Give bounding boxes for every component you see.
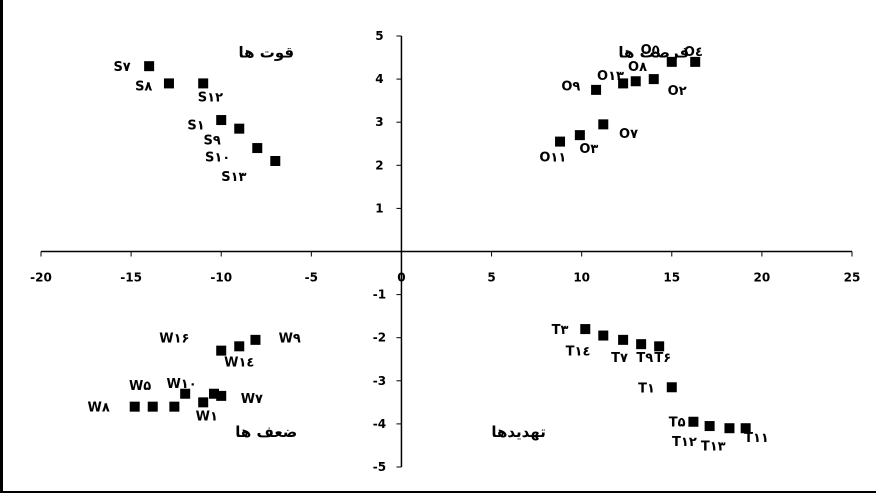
data-point bbox=[234, 123, 245, 134]
data-point bbox=[163, 78, 174, 89]
data-point bbox=[618, 78, 629, 89]
point-label: S۸ bbox=[135, 80, 152, 95]
point-label: W۵ bbox=[129, 379, 151, 394]
point-label: W۱ bbox=[196, 409, 218, 424]
point-label: T۱۱ bbox=[744, 431, 769, 446]
data-point bbox=[636, 339, 647, 350]
data-point bbox=[129, 401, 140, 412]
data-point bbox=[198, 78, 209, 89]
data-point bbox=[144, 61, 155, 72]
quadrant-label: تهدیدها bbox=[491, 423, 546, 441]
x-tick-label: -10 bbox=[210, 271, 232, 285]
data-point bbox=[704, 421, 715, 432]
y-tick-label: -1 bbox=[373, 288, 386, 302]
point-label: O۷ bbox=[619, 127, 638, 142]
data-point bbox=[169, 401, 180, 412]
point-label: S۱۲ bbox=[198, 90, 223, 105]
point-label: S۱۳ bbox=[221, 170, 246, 185]
point-label: T۵ bbox=[669, 416, 686, 431]
data-point bbox=[666, 56, 677, 67]
data-point bbox=[216, 115, 227, 126]
data-point bbox=[574, 130, 585, 141]
point-label: W۷ bbox=[241, 392, 263, 407]
x-tick-label: 10 bbox=[573, 271, 590, 285]
x-tick-label: 15 bbox=[663, 271, 680, 285]
x-tick-label: 25 bbox=[844, 271, 861, 285]
point-label: T۱۲ bbox=[672, 435, 697, 450]
data-point bbox=[598, 330, 609, 341]
data-point bbox=[555, 136, 566, 147]
y-tick-label: -3 bbox=[373, 374, 386, 388]
x-tick-label: 20 bbox=[754, 271, 771, 285]
point-label: T۷ bbox=[611, 351, 628, 366]
x-tick-label: 5 bbox=[487, 271, 495, 285]
data-point bbox=[234, 341, 245, 352]
point-label: T۶ bbox=[654, 351, 671, 366]
data-point bbox=[180, 388, 191, 399]
point-label: S۱۰ bbox=[205, 151, 230, 166]
point-label: W۹ bbox=[279, 332, 301, 347]
x-tick-label: -5 bbox=[305, 271, 318, 285]
data-point bbox=[209, 388, 220, 399]
y-tick-label: 4 bbox=[375, 72, 383, 86]
point-label: T۱٤ bbox=[566, 345, 591, 360]
point-label: T۹ bbox=[636, 351, 653, 366]
data-point bbox=[216, 345, 227, 356]
data-point bbox=[580, 324, 591, 335]
data-point bbox=[216, 390, 227, 401]
point-label: S۹ bbox=[204, 133, 221, 148]
quadrant-label: قوت ها bbox=[238, 44, 294, 62]
y-tick-label: 1 bbox=[375, 201, 383, 215]
point-label: W۱۶ bbox=[159, 332, 189, 347]
data-point bbox=[724, 423, 735, 434]
y-tick-label: -2 bbox=[373, 331, 386, 345]
point-label: W۱۰ bbox=[166, 377, 196, 392]
point-label: W۸ bbox=[88, 401, 110, 416]
point-label: O۱۳ bbox=[597, 69, 624, 84]
data-point bbox=[648, 74, 659, 85]
quadrant-label: ضعف ها bbox=[235, 423, 297, 441]
data-point bbox=[598, 119, 609, 130]
point-label: O۱۱ bbox=[539, 151, 566, 166]
point-label: S۱ bbox=[187, 118, 204, 133]
scatter-chart: -20 -15 -10 -5 0 5 10 15 20 25 -5 -4 -3 -2 -1 1 2 3 4 5 قوت … bbox=[30, 29, 861, 474]
data-point bbox=[250, 334, 261, 345]
point-label: O۳ bbox=[579, 142, 598, 157]
point-label: O۲ bbox=[668, 84, 687, 99]
point-label: T۳ bbox=[552, 323, 569, 338]
data-point bbox=[690, 56, 701, 67]
y-tick-label: 3 bbox=[375, 115, 383, 129]
point-label: S۷ bbox=[113, 60, 130, 75]
point-label: T۱ bbox=[638, 381, 655, 396]
data-point bbox=[654, 341, 665, 352]
point-label: O٤ bbox=[684, 45, 703, 60]
point-label: O۵ bbox=[641, 43, 660, 58]
data-point bbox=[198, 397, 209, 408]
point-label: T۱۳ bbox=[701, 439, 726, 454]
y-tick-label: 5 bbox=[375, 29, 383, 43]
data-point bbox=[252, 143, 263, 154]
data-point bbox=[666, 382, 677, 393]
point-label: O۹ bbox=[561, 80, 580, 95]
x-tick-label: 0 bbox=[397, 271, 405, 285]
y-tick-label: 2 bbox=[375, 158, 383, 172]
data-point bbox=[688, 416, 699, 427]
data-point bbox=[270, 155, 281, 166]
data-point bbox=[618, 334, 629, 345]
y-tick-label: -5 bbox=[373, 460, 386, 474]
data-point bbox=[591, 84, 602, 95]
data-point bbox=[147, 401, 158, 412]
point-label: O۸ bbox=[628, 60, 647, 75]
point-label: W۱٤ bbox=[224, 355, 254, 370]
x-tick-label: -15 bbox=[120, 271, 142, 285]
x-tick-label: -20 bbox=[30, 271, 52, 285]
data-point bbox=[740, 423, 751, 434]
y-tick-label: -4 bbox=[373, 417, 386, 431]
data-point bbox=[630, 76, 641, 87]
